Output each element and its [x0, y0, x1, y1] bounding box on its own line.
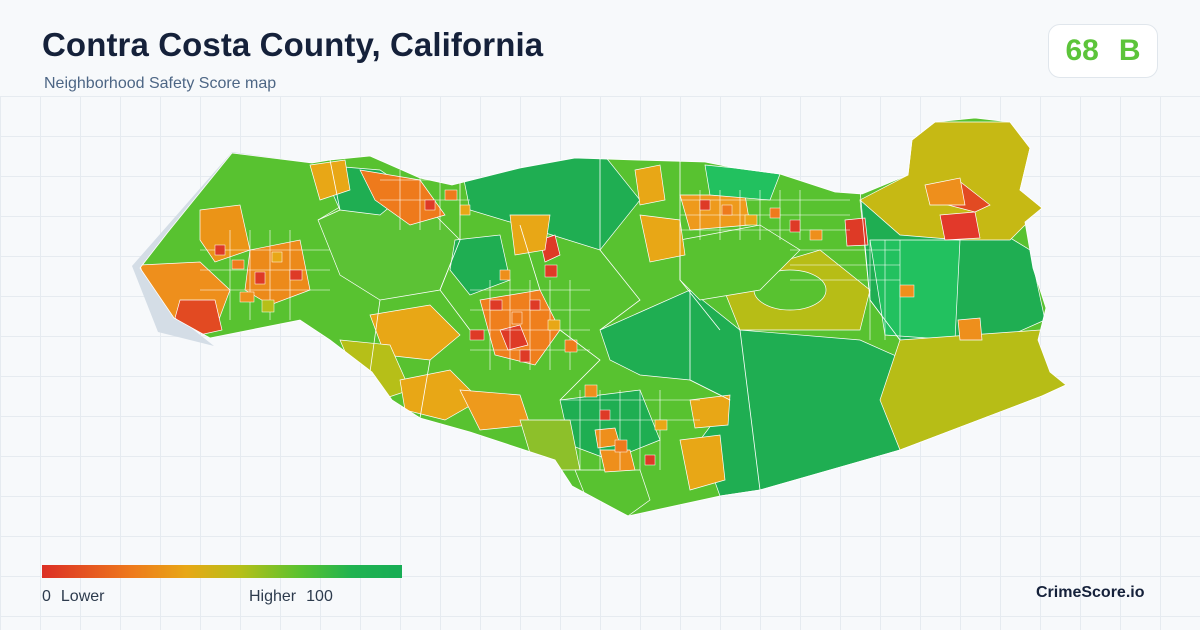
- legend-high-label: Higher 100: [249, 588, 333, 606]
- tract-olive-east: [879, 329, 1066, 451]
- score-grade: B: [1118, 34, 1141, 67]
- census-tracts: [140, 118, 1066, 516]
- legend-low-text: Lower: [60, 588, 105, 605]
- tract-east-orange-a: [924, 177, 966, 206]
- legend-high-value: 100: [306, 588, 333, 605]
- tract-rodeo: [309, 159, 351, 201]
- county-outline: [139, 117, 1067, 517]
- tract-martinez: [509, 214, 551, 256]
- tract-alamo: [519, 419, 581, 471]
- legend-low-label: 0 Lower: [42, 588, 104, 606]
- tract-san-ramon-b: [679, 434, 726, 491]
- tract-el-sobrante: [199, 204, 251, 263]
- tract-boundaries: [317, 150, 901, 491]
- tract-east-red-b: [939, 211, 981, 241]
- legend-color-bar: [42, 565, 402, 578]
- urban-hot-tracts: [214, 189, 915, 466]
- tract-east-red-a: [844, 217, 869, 247]
- tract-oakley: [639, 214, 686, 263]
- legend-low-value: 0: [42, 588, 51, 605]
- tract-concord-red-a: [499, 324, 529, 351]
- legend-high-text: Higher: [249, 588, 297, 605]
- tract-moraga: [399, 369, 481, 421]
- header-band: [0, 0, 1200, 96]
- tract-south-orange: [599, 449, 636, 473]
- page-title: Contra Costa County, California: [42, 26, 544, 63]
- tract-bay-point: [634, 164, 666, 206]
- tract-hercules: [359, 169, 446, 226]
- brand-name[interactable]: CrimeScore.io: [1036, 584, 1145, 601]
- page-subtitle: Neighborhood Safety Score map: [44, 75, 277, 92]
- score-value: 68: [1065, 34, 1099, 67]
- tract-east-green: [704, 164, 781, 201]
- tract-antioch: [869, 239, 961, 341]
- tract-east-orange-b: [957, 317, 983, 341]
- safety-score-card: 68 B: [1048, 24, 1158, 78]
